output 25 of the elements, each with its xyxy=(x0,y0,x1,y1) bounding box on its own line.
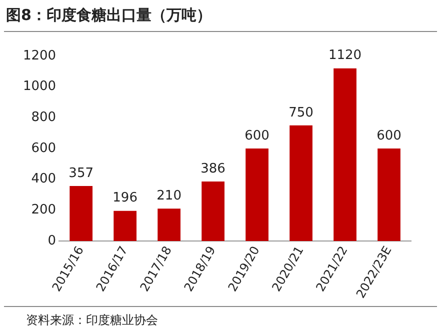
data-label: 1120 xyxy=(328,48,362,64)
bar xyxy=(290,125,312,242)
y-tick-label: 1200 xyxy=(22,48,56,64)
data-label: 196 xyxy=(112,190,138,206)
data-label: 600 xyxy=(376,128,402,144)
y-tick-label: 1000 xyxy=(22,79,56,94)
bar xyxy=(158,208,180,242)
y-tick-label: 200 xyxy=(31,202,56,218)
data-label: 210 xyxy=(156,188,182,204)
bar xyxy=(334,68,356,242)
y-tick-label: 400 xyxy=(31,172,56,187)
data-label: 750 xyxy=(288,105,314,120)
text: 资料来源：印度糖业协会 xyxy=(26,312,158,329)
data-label: 386 xyxy=(200,161,226,176)
y-tick-label: 0 xyxy=(48,233,56,248)
y-tick-label: 600 xyxy=(31,140,56,156)
bar xyxy=(246,148,268,242)
bar xyxy=(378,148,400,242)
chart-title: 图8：印度食糖出口量（万吨） xyxy=(6,6,212,25)
data-label: 357 xyxy=(68,166,94,181)
data-label: 600 xyxy=(244,128,270,144)
bar xyxy=(70,186,93,242)
y-tick-label: 800 xyxy=(31,110,56,126)
bar xyxy=(114,210,137,242)
bar xyxy=(202,182,224,242)
